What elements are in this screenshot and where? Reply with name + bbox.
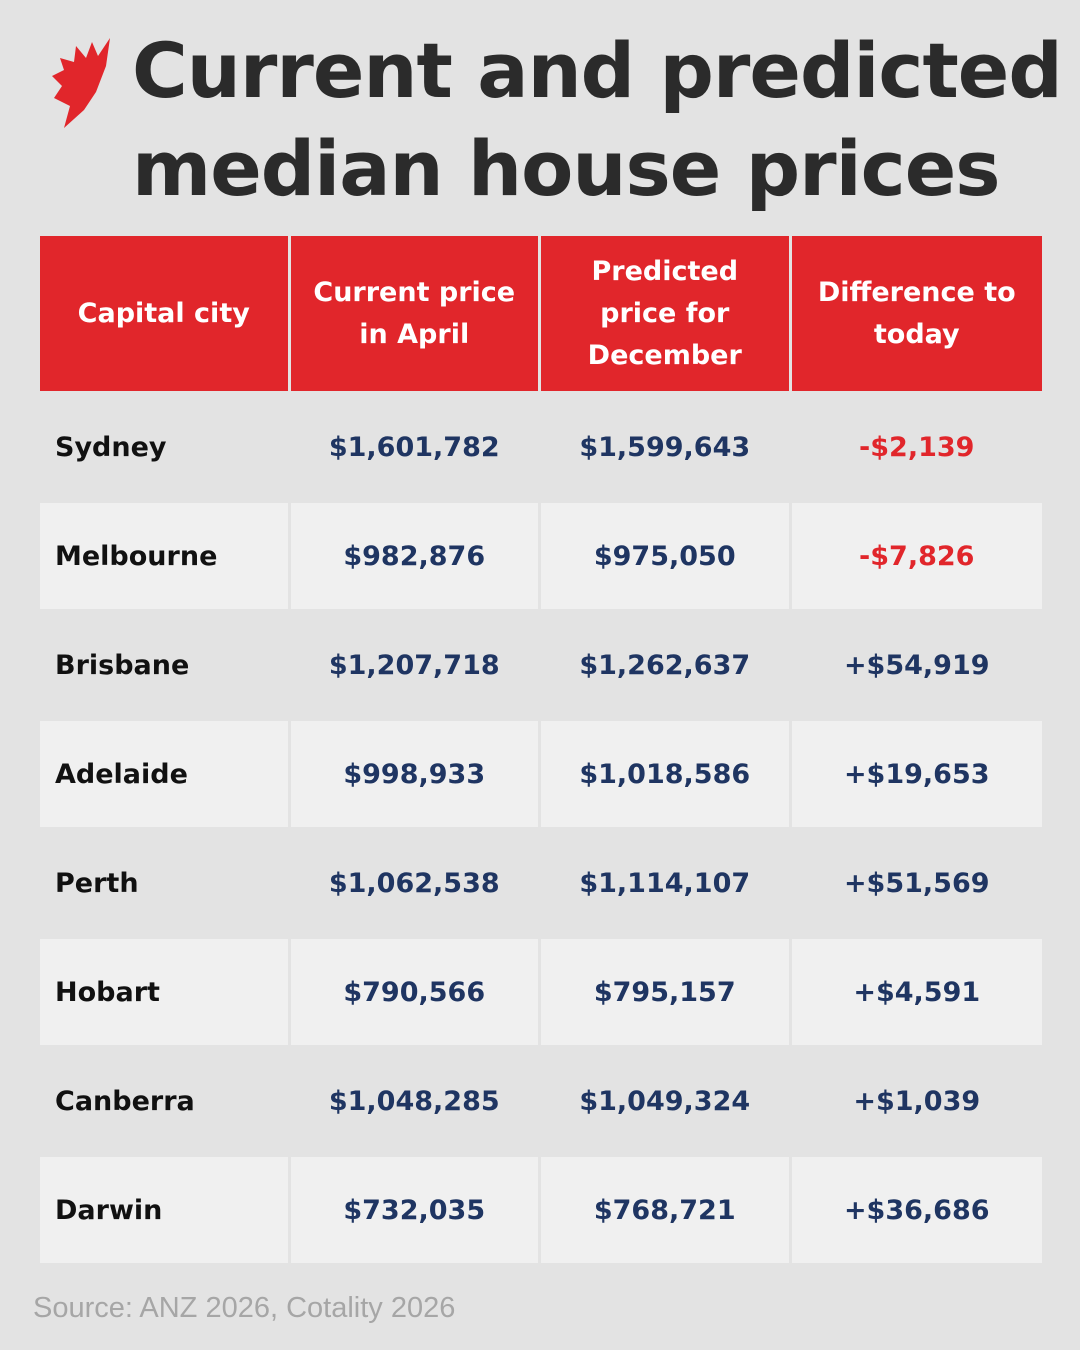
city-cell: Melbourne <box>40 500 291 609</box>
table-row: Adelaide $998,933 $1,018,586 +$19,653 <box>40 718 1042 827</box>
city-cell: Brisbane <box>40 609 291 718</box>
city-cell: Hobart <box>40 936 291 1045</box>
current-price-cell: $998,933 <box>290 718 541 827</box>
predicted-price-cell: $1,599,643 <box>541 391 792 500</box>
predicted-price-cell: $975,050 <box>541 500 792 609</box>
current-price-cell: $982,876 <box>290 500 541 609</box>
city-cell: Sydney <box>40 391 291 500</box>
current-price-cell: $1,062,538 <box>290 827 541 936</box>
price-table: Capital city Current price in April Predic… <box>40 236 1042 1263</box>
table-row: Sydney $1,601,782 $1,599,643 -$2,139 <box>40 391 1042 500</box>
difference-cell: +$1,039 <box>791 1045 1042 1154</box>
page-title: Current and predicted median house price… <box>132 22 1063 218</box>
table-row: Perth $1,062,538 $1,114,107 +$51,569 <box>40 827 1042 936</box>
city-cell: Darwin <box>40 1154 291 1263</box>
source-note: Source: ANZ 2026, Cotality 2026 <box>33 1292 456 1324</box>
difference-cell: -$2,139 <box>791 391 1042 500</box>
predicted-price-cell: $1,018,586 <box>541 718 792 827</box>
current-price-cell: $1,048,285 <box>290 1045 541 1154</box>
table-row: Canberra $1,048,285 $1,049,324 +$1,039 <box>40 1045 1042 1154</box>
current-price-cell: $1,207,718 <box>290 609 541 718</box>
current-price-cell: $790,566 <box>290 936 541 1045</box>
city-cell: Perth <box>40 827 291 936</box>
table-row: Hobart $790,566 $795,157 +$4,591 <box>40 936 1042 1045</box>
sbs-logo-icon <box>52 38 110 128</box>
current-price-cell: $732,035 <box>290 1154 541 1263</box>
predicted-price-cell: $768,721 <box>541 1154 792 1263</box>
difference-cell: +$4,591 <box>791 936 1042 1045</box>
predicted-price-cell: $1,262,637 <box>541 609 792 718</box>
city-cell: Adelaide <box>40 718 291 827</box>
predicted-price-cell: $795,157 <box>541 936 792 1045</box>
table-row: Brisbane $1,207,718 $1,262,637 +$54,919 <box>40 609 1042 718</box>
difference-cell: +$19,653 <box>791 718 1042 827</box>
difference-cell: -$7,826 <box>791 500 1042 609</box>
predicted-price-cell: $1,049,324 <box>541 1045 792 1154</box>
difference-cell: +$51,569 <box>791 827 1042 936</box>
difference-cell: +$36,686 <box>791 1154 1042 1263</box>
column-header: Difference to today <box>791 236 1042 391</box>
column-header: Current price in April <box>290 236 541 391</box>
column-header: Capital city <box>40 236 291 391</box>
table-header: Capital city Current price in April Predic… <box>40 236 1042 391</box>
city-cell: Canberra <box>40 1045 291 1154</box>
predicted-price-cell: $1,114,107 <box>541 827 792 936</box>
table-row: Melbourne $982,876 $975,050 -$7,826 <box>40 500 1042 609</box>
current-price-cell: $1,601,782 <box>290 391 541 500</box>
title-line-1: Current and predicted <box>132 26 1063 115</box>
title-line-2: median house prices <box>132 124 1000 213</box>
table-row: Darwin $732,035 $768,721 +$36,686 <box>40 1154 1042 1263</box>
column-header: Predicted price for December <box>541 236 792 391</box>
difference-cell: +$54,919 <box>791 609 1042 718</box>
